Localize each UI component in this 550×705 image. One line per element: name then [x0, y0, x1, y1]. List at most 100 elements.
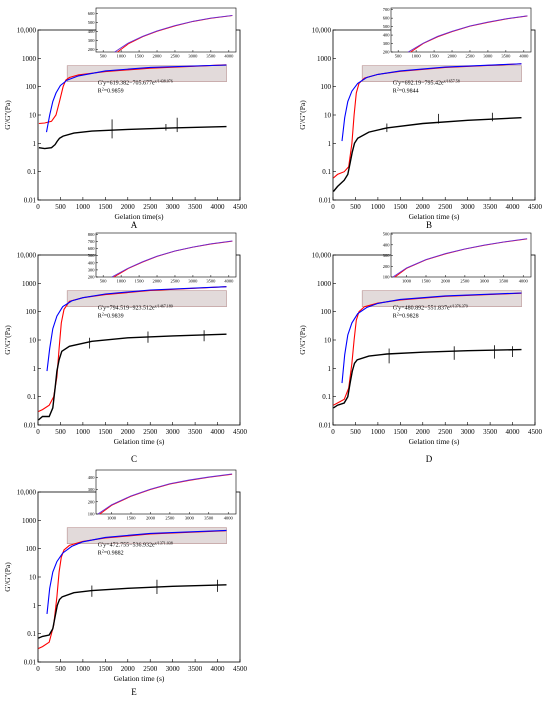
x-tick-label: 2500 — [143, 428, 158, 436]
x-tick-label: 2500 — [143, 665, 158, 673]
y-tick-label: 100 — [26, 83, 37, 91]
inset-y-tick-label: 500 — [383, 232, 391, 237]
inset-y-tick-label: 500 — [383, 24, 391, 29]
panel-b: 0 500 1000 1500 2000 2500 3000 3500 4000 45000.01… — [298, 7, 543, 230]
inset-x-tick-label: 2500 — [170, 54, 180, 59]
r-squared-sup: 2 — [397, 311, 399, 316]
x-tick-label: 0 — [331, 428, 335, 436]
inset-x-tick-label: 3500 — [206, 54, 216, 59]
inset-plot: 500 1000 1500 2000 2500 3000 3500 4000 200 300 400… — [88, 232, 237, 284]
inset-fit-line — [392, 238, 528, 278]
inset-y-tick-label: 500 — [88, 20, 96, 25]
y-tick-label: 10 — [29, 574, 37, 582]
fit-equation: G'y=619.382−705.677ex/1438.076 — [98, 78, 173, 87]
inset-plot: 1000 1500 2000 2500 3000 3500 4000 100 200 300 400 — [88, 469, 237, 521]
inset-x-tick-label: 1000 — [117, 54, 127, 59]
r-squared: R2=0.9839 — [98, 311, 124, 320]
x-tick-label: 2000 — [121, 428, 136, 436]
x-tick-label: 3000 — [461, 428, 476, 436]
x-axis-label: Gelation time (s) — [409, 437, 460, 446]
x-axis-label: Gelation time (s) — [114, 674, 165, 683]
inset-plot: 500 1000 1500 2000 2500 3000 3500 4000 200 300 400… — [383, 7, 532, 59]
inset-fit-line — [114, 14, 233, 53]
fit-equation: G'y=794.519−923.512ex/1467.189 — [98, 303, 173, 312]
fit-equation: G'y=472.755−536.932ex/1371.038 — [98, 540, 173, 549]
inset-y-tick-label: 700 — [88, 239, 96, 244]
y-tick-label: 0.1 — [27, 168, 36, 176]
y-tick-label: 100 — [321, 83, 332, 91]
x-tick-label: 1500 — [98, 665, 113, 673]
loss-modulus-line — [37, 333, 227, 421]
r-squared: R2=0.9859 — [98, 86, 124, 95]
inset-fit-line — [407, 15, 528, 53]
panel-d: 0 500 1000 1500 2000 2500 3000 3500 4000 45000.01… — [298, 232, 543, 464]
fit-equation-exponent: x/1371.038 — [155, 540, 173, 545]
x-tick-label: 4500 — [233, 428, 248, 436]
panel-label: C — [131, 454, 137, 464]
y-tick-label: 10,000 — [17, 252, 37, 260]
inset-y-tick-label: 100 — [88, 512, 96, 517]
inset-x-tick-label: 3000 — [185, 516, 195, 521]
fit-curve-line — [46, 286, 227, 372]
loss-modulus-line — [38, 125, 227, 150]
x-tick-label: 1000 — [76, 665, 91, 673]
inset-frame — [95, 7, 237, 53]
y-axis-label: G'/G''(Pa) — [3, 562, 12, 592]
r-squared-value: =0.9882 — [104, 550, 124, 556]
inset-frame — [390, 232, 532, 278]
x-tick-label: 500 — [55, 428, 66, 436]
inset-x-tick-label: 4000 — [224, 516, 234, 521]
fit-equation-main: G'y=692.19−795.42e — [393, 80, 444, 86]
x-tick-label: 4500 — [233, 665, 248, 673]
fit-equation: G'y=692.19−795.42ex/1657.58 — [393, 78, 460, 87]
inset-frame — [390, 7, 532, 53]
inset-x-tick-label: 3500 — [499, 279, 509, 284]
inset-y-tick-label: 200 — [88, 275, 96, 280]
x-tick-label: 500 — [350, 428, 361, 436]
fit-equation-main: G'y=472.755−536.932e — [98, 542, 155, 548]
highlight-region — [361, 65, 522, 82]
y-axis-label: G'/G''(Pa) — [3, 100, 12, 130]
inset-x-tick-label: 2000 — [146, 516, 156, 521]
inset-x-tick-label: 1500 — [127, 516, 137, 521]
x-tick-label: 500 — [55, 665, 66, 673]
y-tick-label: 0.01 — [24, 197, 37, 205]
fit-equation-exponent: x/1376.379 — [450, 303, 468, 308]
inset-x-tick-label: 2000 — [153, 54, 163, 59]
x-tick-label: 3500 — [483, 203, 498, 211]
inset-x-tick-label: 3500 — [501, 54, 511, 59]
y-tick-label: 10 — [29, 112, 37, 120]
inset-x-tick-label: 500 — [395, 54, 403, 59]
y-tick-label: 1000 — [22, 55, 37, 63]
fit-equation-exponent: x/1467.189 — [155, 303, 173, 308]
highlight-region — [66, 65, 227, 82]
inset-y-tick-label: 300 — [88, 38, 96, 43]
inset-y-tick-label: 300 — [88, 487, 96, 492]
inset-x-tick-label: 3000 — [480, 279, 490, 284]
x-tick-label: 2000 — [121, 203, 136, 211]
inset-x-tick-label: 500 — [100, 279, 108, 284]
x-tick-label: 1000 — [76, 203, 91, 211]
r-squared-value: =0.9828 — [399, 313, 419, 319]
loss-modulus-line — [333, 348, 522, 409]
fit-curve-line — [341, 292, 522, 384]
x-tick-label: 4500 — [528, 203, 543, 211]
r-squared-sup: 2 — [102, 548, 104, 553]
inset-y-tick-label: 400 — [383, 242, 391, 247]
x-tick-label: 1000 — [371, 203, 386, 211]
x-tick-label: 500 — [55, 203, 66, 211]
panel-e: 0 500 1000 1500 2000 2500 3000 3500 4000 4500 0.01… — [3, 469, 248, 697]
inset-x-tick-label: 3500 — [204, 516, 214, 521]
y-tick-label: 1000 — [317, 280, 332, 288]
inset-x-tick-label: 2500 — [170, 279, 180, 284]
x-tick-label: 4000 — [506, 203, 521, 211]
inset-y-tick-label: 400 — [88, 29, 96, 34]
x-tick-label: 1000 — [371, 428, 386, 436]
inset-fit-line — [111, 240, 233, 278]
highlight-region — [66, 527, 227, 544]
inset-y-tick-label: 700 — [383, 7, 391, 12]
x-tick-label: 0 — [36, 203, 40, 211]
inset-y-tick-label: 600 — [383, 16, 391, 21]
x-tick-label: 4500 — [528, 428, 543, 436]
x-tick-label: 3500 — [483, 428, 498, 436]
